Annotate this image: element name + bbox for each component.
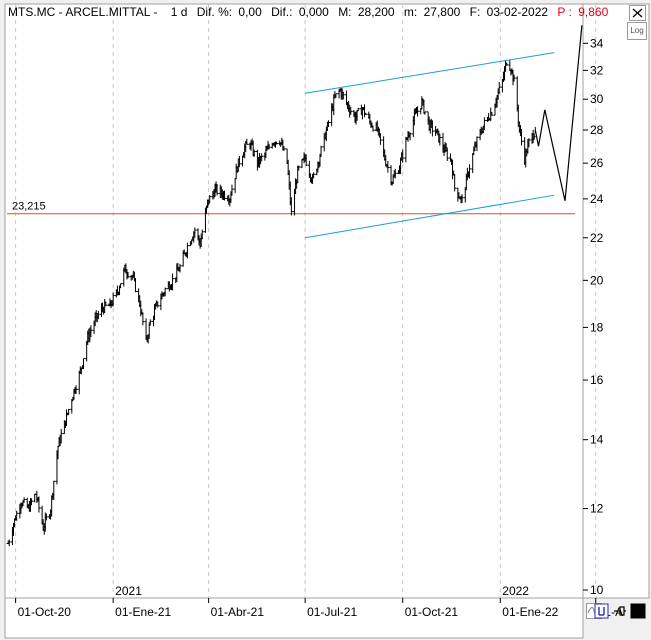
y-tick-label: 14 [590, 433, 604, 447]
close-icon [632, 8, 643, 18]
x-tick-label: 01-Ene-21 [115, 605, 171, 619]
x-tick-label: 01-Ene-22 [502, 605, 558, 619]
y-tick-label: 24 [590, 192, 604, 206]
year-marker-label: 2022 [502, 584, 529, 598]
header-p-label: P : [557, 5, 571, 19]
header-period: 1 d [171, 5, 188, 19]
x-axis-panel [4, 597, 584, 639]
x-axis-ticks: 01-Oct-20 01-Ene-21 01-Abr-21 01-Jul-21 01-O… [15, 598, 623, 619]
y-axis-ticks: 34 32 30 28 26 24 22 20 18 16 14 12 10 [583, 36, 604, 597]
y-tick-label: 20 [590, 273, 604, 287]
close-button[interactable] [629, 5, 646, 21]
y-tick-label: 12 [590, 502, 604, 516]
header-separator: - [150, 5, 161, 19]
bars-icon [594, 603, 609, 619]
support-label: 23,215 [12, 201, 46, 213]
pin-icon [614, 606, 626, 616]
header-ticker: MTS.MC [8, 5, 56, 19]
price-series [6, 60, 536, 547]
header-date-value: 03-02-2022 [487, 5, 549, 19]
header-high-value: 28,200 [358, 5, 395, 19]
plot-area[interactable] [4, 3, 584, 599]
y-tick-label: 10 [590, 583, 604, 597]
y-tick-label: 34 [590, 36, 604, 50]
y-tick-label: 26 [590, 156, 604, 170]
x-tick-label: 01-Jul-21 [307, 605, 357, 619]
header-high-label: M: [338, 5, 351, 19]
year-markers: 2021 2022 [115, 584, 529, 598]
pin-button[interactable] [612, 603, 627, 619]
header-separator: - [55, 5, 65, 19]
y-tick-label: 32 [590, 63, 604, 77]
channel-lower-line[interactable] [305, 194, 555, 239]
y-tick-label: 28 [590, 123, 604, 137]
color-button[interactable] [630, 603, 646, 619]
channel-upper-line[interactable] [305, 52, 555, 94]
x-tick-label: 01-Abr-21 [211, 605, 265, 619]
y-tick-label: 22 [590, 231, 604, 245]
x-tick-label: 01-Oct-20 [18, 605, 72, 619]
year-marker-label: 2021 [115, 584, 142, 598]
log-scale-button[interactable]: Log [627, 22, 647, 40]
log-scale-label: Log [630, 26, 644, 35]
y-tick-label: 18 [590, 320, 604, 334]
bar-type-button[interactable] [594, 603, 609, 619]
y-tick-label: 30 [590, 92, 604, 106]
color-swatch-icon [630, 603, 646, 619]
header-dif-value: 0,000 [299, 5, 329, 19]
header-p-value: 9,860 [578, 5, 608, 19]
chart-header: MTS.MC - ARCEL.MITTAL - 1 d Dif. %: 0,00… [8, 5, 609, 19]
y-tick-label: 16 [590, 373, 604, 387]
header-name: ARCEL.MITTAL [65, 5, 150, 19]
header-dif-pct-value: 0,00 [238, 5, 262, 19]
header-low-value: 27,800 [424, 5, 461, 19]
header-low-label: m: [404, 5, 417, 19]
header-dif-label: Dif.: [271, 5, 292, 19]
projection-line[interactable] [534, 25, 583, 201]
x-tick-label: 01-Oct-21 [405, 605, 459, 619]
y-axis-panel [582, 3, 650, 599]
header-dif-pct-label: Dif. %: [197, 5, 232, 19]
header-date-label: F: [470, 5, 481, 19]
